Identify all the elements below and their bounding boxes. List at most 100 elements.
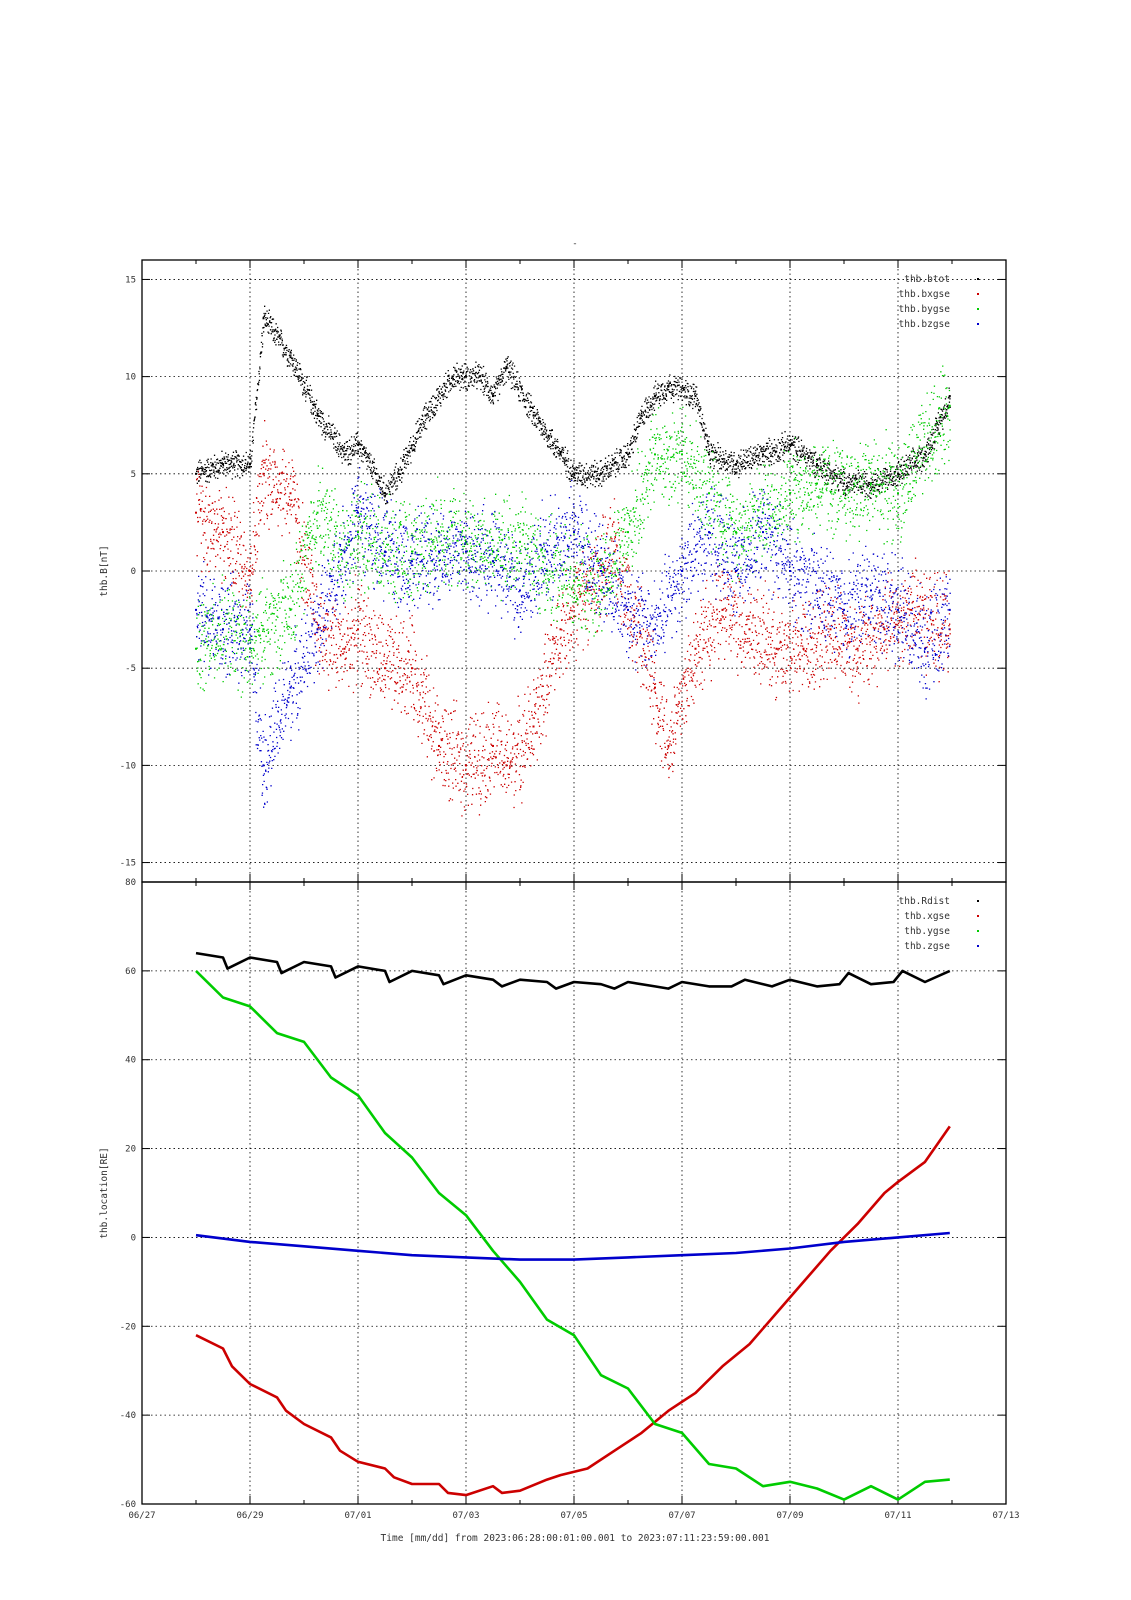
data-point (654, 686, 656, 689)
legend-label: thb.Rdist (899, 896, 950, 907)
data-point (802, 647, 805, 650)
data-point (829, 628, 832, 631)
x-tick-label: 07/05 (560, 1511, 587, 1521)
data-point (289, 356, 292, 359)
data-point (195, 472, 197, 475)
title-mark: - (572, 239, 577, 249)
x-tick-label: 07/09 (776, 1511, 803, 1521)
data-point (640, 414, 643, 417)
data-point (654, 453, 656, 456)
data-point (627, 453, 629, 456)
data-point (856, 647, 859, 650)
data-point (316, 511, 319, 514)
legend-label: thb.bxgse (899, 289, 951, 300)
data-point (465, 375, 467, 378)
data-point (762, 531, 764, 534)
y-tick-label: -20 (120, 1322, 136, 1332)
data-point (789, 443, 791, 446)
data-point (708, 492, 710, 495)
data-point (343, 550, 346, 553)
data-point (546, 550, 548, 553)
series-thb-btot (195, 305, 951, 505)
data-point (870, 589, 872, 592)
data-point (424, 414, 427, 417)
x-axis-label: Time [mm/dd] from 2023:06:28:00:01:00.00… (381, 1533, 770, 1544)
y-tick-label: 80 (125, 878, 136, 888)
data-point (559, 628, 562, 631)
data-point (465, 540, 467, 543)
y-tick-label: 10 (125, 373, 136, 383)
y-axis-label: thb.B[nT] (99, 545, 110, 596)
series-thb-bzgse (195, 467, 951, 808)
y-tick-label: 40 (125, 1056, 136, 1066)
y-tick-label: -10 (120, 761, 136, 771)
data-point (357, 443, 359, 446)
data-point (195, 647, 197, 650)
data-point (384, 667, 386, 670)
data-point (195, 511, 197, 514)
data-point (816, 463, 818, 466)
data-point (249, 647, 251, 650)
series-thb-Rdist (195, 951, 951, 990)
data-point (411, 667, 413, 670)
x-tick-label: 06/27 (128, 1511, 155, 1521)
data-point (195, 608, 197, 611)
data-point (411, 560, 413, 563)
data-point (721, 608, 724, 611)
data-point (694, 395, 697, 398)
legend-label: thb.zgse (904, 941, 950, 952)
data-point (384, 492, 386, 495)
legend-label: thb.ygse (904, 926, 950, 937)
data-point (667, 385, 670, 388)
data-point (262, 628, 265, 631)
data-point (492, 395, 494, 398)
series-thb-ygse (195, 969, 950, 1501)
data-point (222, 628, 224, 631)
legend-swatch (977, 293, 979, 295)
y-tick-label: 60 (125, 967, 136, 977)
data-point (883, 628, 886, 631)
data-point (222, 531, 224, 534)
data-point (897, 608, 899, 611)
legend-swatch (977, 945, 979, 947)
data-point (573, 472, 575, 475)
data-point (654, 628, 656, 631)
data-point (627, 531, 629, 534)
x-tick-label: 06/29 (236, 1511, 263, 1521)
y-tick-label: -5 (125, 664, 136, 674)
y-tick-label: 15 (125, 275, 136, 285)
line-path (195, 1125, 951, 1497)
data-point (262, 764, 265, 767)
data-point (735, 570, 737, 572)
data-point (586, 589, 589, 592)
data-point (559, 453, 562, 456)
panel-location: 06/27 06/29 07/01 07/03 07/05 07/07 07/09 07/11… (99, 878, 1020, 1521)
y-axis-label: thb.location[RE] (99, 1147, 110, 1239)
data-point (289, 608, 292, 611)
y-tick-label: -40 (120, 1411, 136, 1421)
data-point (343, 453, 346, 456)
x-tick-label: 07/11 (884, 1511, 911, 1521)
legend-swatch (977, 900, 979, 902)
scatter-points (196, 420, 951, 817)
data-point (478, 375, 481, 378)
legend-swatch (977, 308, 979, 310)
data-point (519, 540, 521, 543)
data-point (465, 764, 467, 767)
data-point (870, 482, 872, 485)
data-point (694, 647, 697, 650)
data-point (681, 453, 683, 456)
legend-swatch (977, 323, 979, 325)
scatter-points (196, 305, 951, 505)
data-point (924, 453, 926, 456)
y-tick-label: 0 (131, 567, 136, 577)
data-point (708, 453, 710, 456)
data-point (532, 414, 535, 417)
y-tick-label: -60 (120, 1500, 136, 1510)
data-point (600, 472, 602, 475)
legend-swatch (977, 915, 979, 917)
data-point (249, 570, 251, 572)
data-point (532, 725, 535, 728)
line-path (195, 969, 950, 1501)
